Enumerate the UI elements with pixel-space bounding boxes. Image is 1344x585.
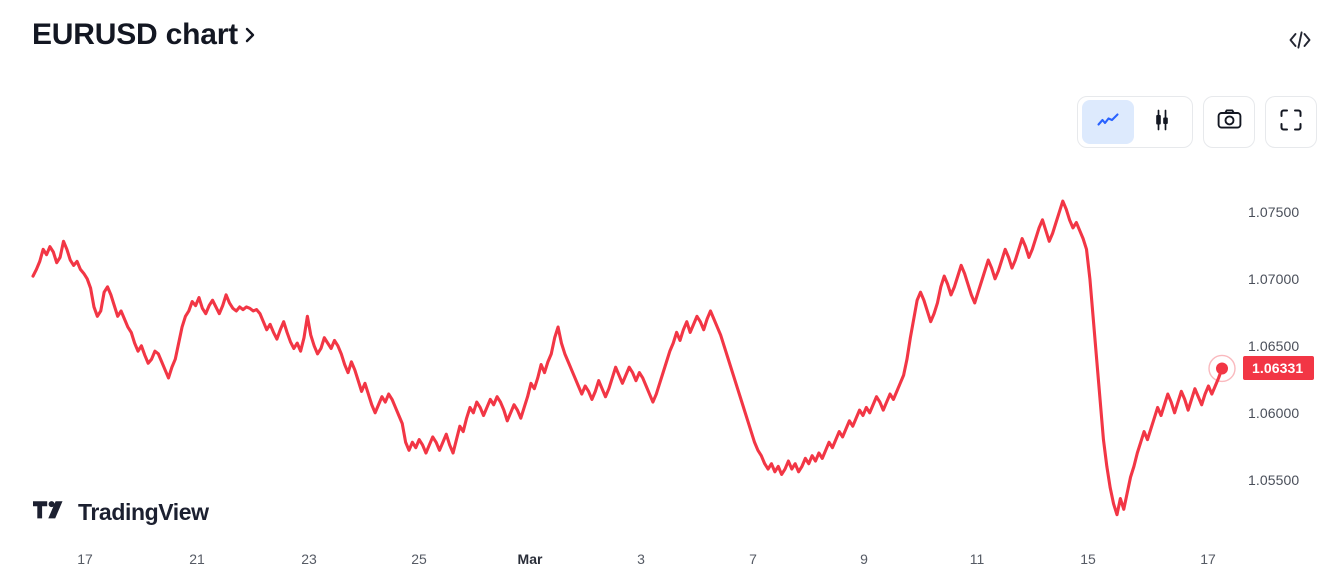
fullscreen-button[interactable] xyxy=(1265,96,1317,148)
chart-plot-area[interactable] xyxy=(0,160,1344,545)
chart-title-link[interactable]: EURUSD chart xyxy=(32,20,257,50)
tradingview-logo[interactable]: TradingView xyxy=(33,499,209,526)
time-axis-label: 21 xyxy=(189,551,205,567)
time-axis-label: 3 xyxy=(637,551,645,567)
time-axis-label: Mar xyxy=(517,551,543,567)
time-axis-label: 11 xyxy=(969,551,985,567)
price-line-path xyxy=(31,199,1224,517)
time-axis-label: 15 xyxy=(1080,551,1096,567)
code-embed-button[interactable] xyxy=(1282,24,1318,60)
end-point-marker xyxy=(1216,362,1228,375)
chart-type-group xyxy=(1077,96,1193,148)
code-embed-icon xyxy=(1287,29,1313,56)
tradingview-brand-name: TradingView xyxy=(78,499,209,525)
price-line-chart xyxy=(31,199,1236,517)
snapshot-button[interactable] xyxy=(1203,96,1255,148)
chart-toolbar xyxy=(1077,96,1317,148)
page-title: EURUSD chart xyxy=(32,18,238,51)
tradingview-logo-icon xyxy=(33,499,69,526)
time-axis-label: 7 xyxy=(749,551,757,567)
camera-icon xyxy=(1216,106,1243,138)
time-axis-label: 17 xyxy=(1200,551,1216,567)
time-axis-label: 9 xyxy=(860,551,868,567)
time-axis-label: 25 xyxy=(411,551,427,567)
end-point-marker-halo xyxy=(1208,354,1236,383)
time-axis-label: 17 xyxy=(77,551,93,567)
time-axis-label: 23 xyxy=(301,551,317,567)
line-chart-icon xyxy=(1095,107,1121,138)
chevron-right-icon xyxy=(243,25,257,45)
time-axis[interactable]: 17 21 23 25 Mar 3 7 9 11 15 17 xyxy=(0,545,1344,585)
widget-header: EURUSD chart xyxy=(0,0,1344,84)
line-chart-type-button[interactable] xyxy=(1082,100,1134,144)
fullscreen-icon xyxy=(1278,107,1304,138)
candlestick-chart-type-button[interactable] xyxy=(1136,100,1188,144)
candlestick-icon xyxy=(1149,107,1175,138)
